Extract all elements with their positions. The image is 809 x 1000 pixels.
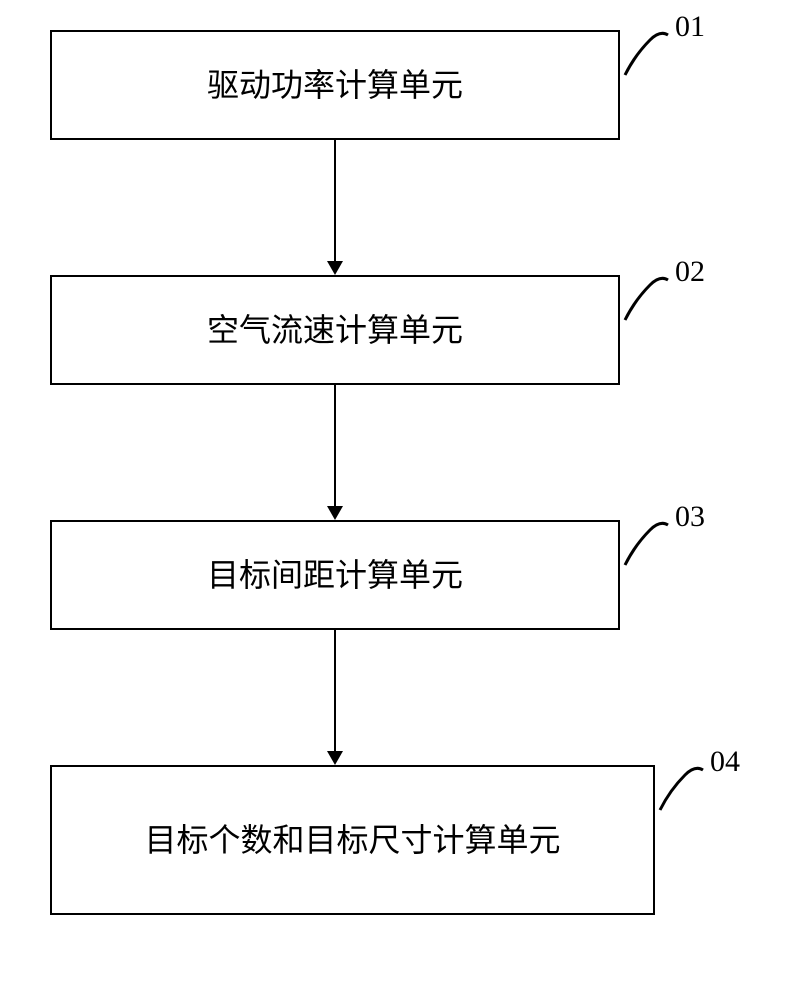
arrow-2-3 [334,385,336,506]
hook-curve-02 [620,265,670,325]
box-label: 驱动功率计算单元 [187,63,483,108]
box-target-spacing: 目标间距计算单元 [50,520,620,630]
arrow-3-4 [334,630,336,751]
arrow-head-1-2 [327,261,343,275]
label-02: 02 [675,255,705,289]
arrow-head-2-3 [327,506,343,520]
label-04: 04 [710,745,740,779]
box-label: 空气流速计算单元 [187,308,483,353]
box-target-count-size: 目标个数和目标尺寸计算单元 [50,765,655,915]
box-label: 目标个数和目标尺寸计算单元 [124,818,580,863]
hook-curve-03 [620,510,670,570]
box-air-velocity: 空气流速计算单元 [50,275,620,385]
box-label: 目标间距计算单元 [187,553,483,598]
arrow-1-2 [334,140,336,261]
arrow-head-3-4 [327,751,343,765]
box-drive-power: 驱动功率计算单元 [50,30,620,140]
label-03: 03 [675,500,705,534]
hook-curve-01 [620,20,670,80]
label-01: 01 [675,10,705,44]
hook-curve-04 [655,755,705,815]
